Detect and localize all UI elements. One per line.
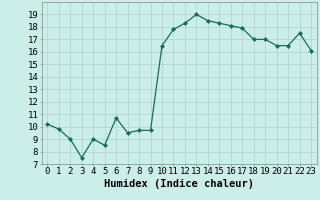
X-axis label: Humidex (Indice chaleur): Humidex (Indice chaleur) [104, 179, 254, 189]
